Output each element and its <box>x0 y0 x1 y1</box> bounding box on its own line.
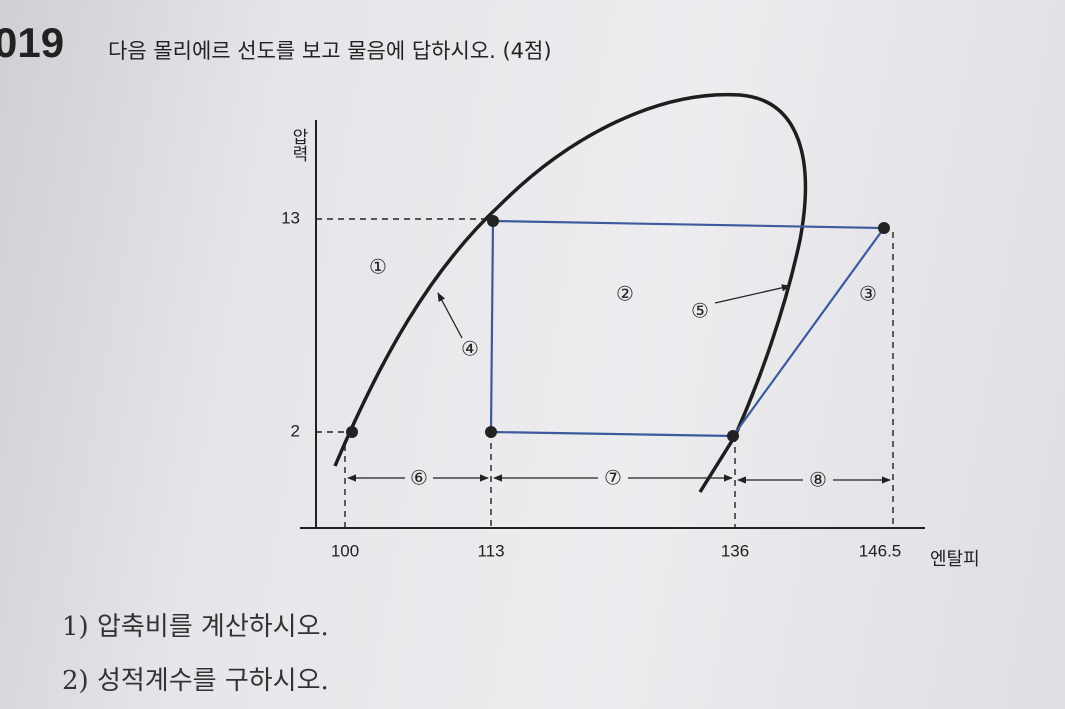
enthalpy-tick: 100 <box>331 541 359 560</box>
sub-question: 1) 압축비를 계산하시오. <box>62 612 329 642</box>
region-label: ① <box>369 255 387 279</box>
y-axis-label: 압력 <box>288 128 308 162</box>
pressure-tick: 2 <box>291 421 300 440</box>
region-label: ⑥ <box>410 466 428 490</box>
region-label: ⑤ <box>691 299 709 323</box>
enthalpy-tick: 113 <box>477 541 504 560</box>
saturation-curve <box>333 92 808 493</box>
region-label: ⑧ <box>809 468 827 492</box>
region-label: ② <box>616 282 634 306</box>
state-points <box>346 215 890 442</box>
question-number: 019 <box>0 19 64 66</box>
cycle <box>489 219 887 438</box>
question-prompt: 다음 몰리에르 선도를 보고 물음에 답하시오. (4점) <box>108 39 552 63</box>
region-label: ③ <box>859 282 877 306</box>
region-label: ⑦ <box>604 466 622 490</box>
region-label: ④ <box>461 337 479 361</box>
guide-lines <box>316 218 894 528</box>
sub-question: 2) 성적계수를 구하시오. <box>62 666 329 696</box>
arrows <box>347 284 891 484</box>
x-axis-label: 엔탈피 <box>930 549 980 570</box>
pressure-tick: 13 <box>281 208 300 227</box>
enthalpy-tick: 136 <box>721 541 749 560</box>
enthalpy-tick: 146.5 <box>859 541 902 560</box>
axes <box>300 120 925 529</box>
